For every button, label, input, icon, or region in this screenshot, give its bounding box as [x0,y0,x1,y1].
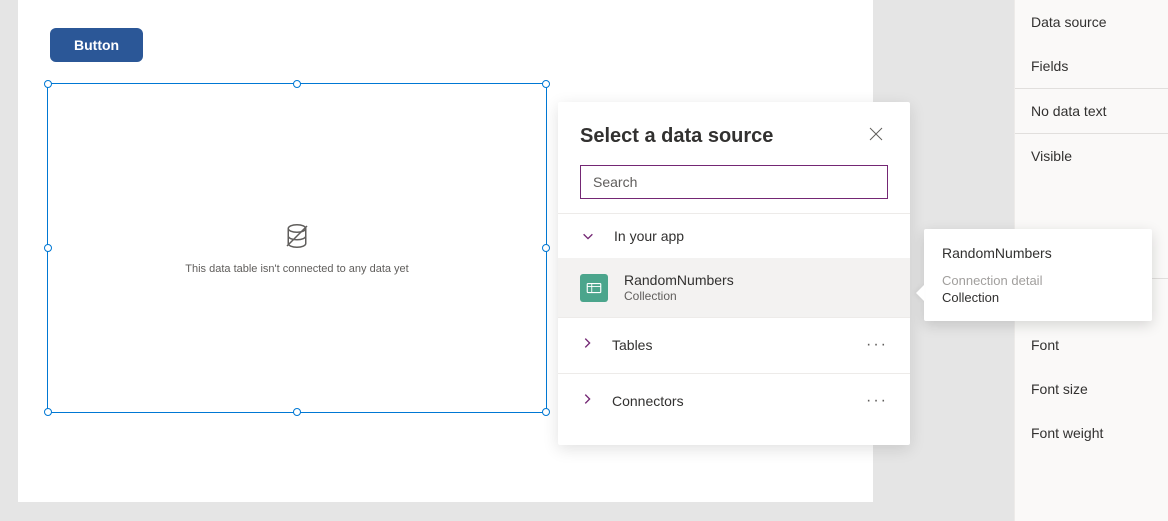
data-source-item-randomnumbers[interactable]: RandomNumbers Collection [558,258,910,317]
section-label: In your app [614,228,684,244]
database-empty-icon [282,221,312,251]
more-icon[interactable]: ··· [866,336,888,354]
section-tables[interactable]: Tables ··· [558,317,910,373]
prop-no-data-text[interactable]: No data text [1015,89,1168,133]
more-icon[interactable]: ··· [866,392,888,410]
search-input[interactable] [580,165,888,199]
data-source-subtitle: Collection [624,289,734,305]
collection-icon [580,274,608,302]
prop-font-size[interactable]: Font size [1015,367,1168,411]
prop-visible[interactable]: Visible [1015,134,1168,178]
data-source-tooltip: RandomNumbers Connection detail Collecti… [924,229,1152,321]
chevron-right-icon [580,336,594,355]
datatable-empty-text: This data table isn't connected to any d… [185,263,408,275]
tooltip-title: RandomNumbers [942,245,1134,261]
prop-font[interactable]: Font [1015,323,1168,367]
data-source-panel: Select a data source In your app RandomN… [558,102,910,445]
section-label: Tables [612,337,652,353]
close-icon[interactable] [864,122,888,151]
chevron-right-icon [580,392,594,411]
canvas-button[interactable]: Button [50,28,143,62]
panel-title: Select a data source [580,125,773,148]
tooltip-detail-label: Connection detail [942,273,1134,288]
prop-font-weight[interactable]: Font weight [1015,411,1168,455]
tooltip-detail-value: Collection [942,290,1134,305]
datatable-control[interactable]: This data table isn't connected to any d… [47,83,547,413]
section-in-your-app[interactable]: In your app [558,213,910,258]
datatable-empty-state: This data table isn't connected to any d… [48,84,546,412]
chevron-down-icon [580,229,596,243]
prop-fields[interactable]: Fields [1015,44,1168,88]
data-source-name: RandomNumbers [624,271,734,289]
section-label: Connectors [612,393,684,409]
section-connectors[interactable]: Connectors ··· [558,373,910,429]
prop-data-source[interactable]: Data source [1015,0,1168,44]
